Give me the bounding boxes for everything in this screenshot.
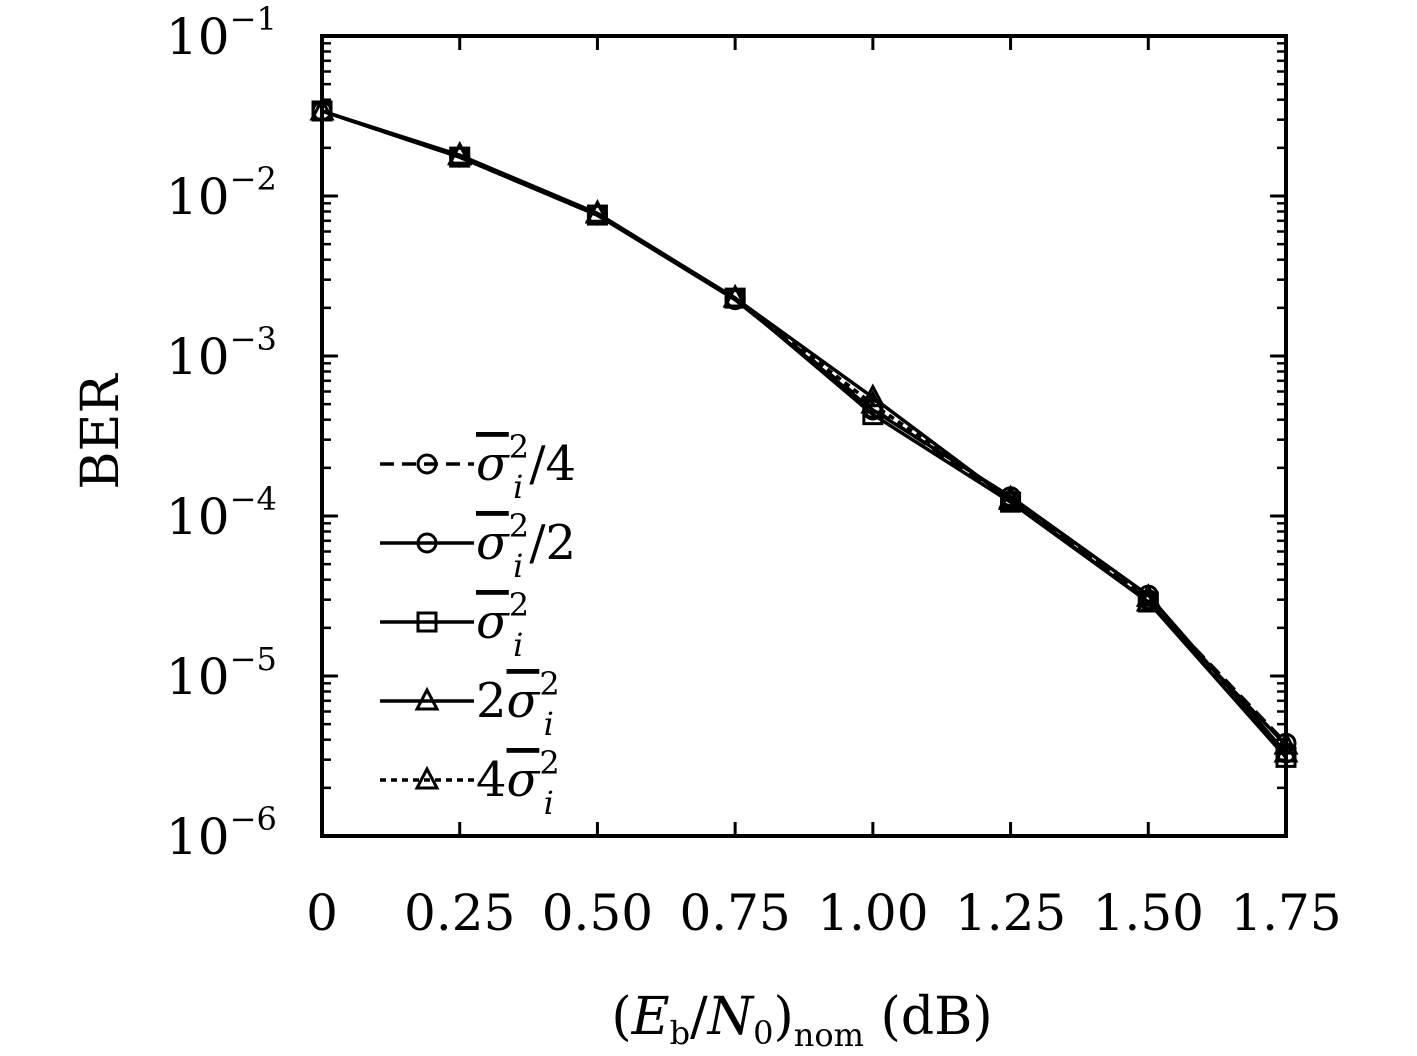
x-title-E-sub: b <box>670 1014 690 1052</box>
y-tick-exp: −1 <box>230 0 277 38</box>
plot-frame <box>320 34 1288 838</box>
legend-sub: i <box>513 626 523 664</box>
legend-marker <box>416 453 438 475</box>
series-3 <box>309 96 1299 755</box>
legend-marker <box>416 611 438 633</box>
x-tick-labels: 0 0.25 0.50 0.75 1.00 1.25 1.50 1.75 <box>306 884 1342 942</box>
x-tick-label: 1.00 <box>817 884 928 942</box>
y-tick-exp: −5 <box>230 640 277 678</box>
legend-suffix: /2 <box>529 515 576 571</box>
y-tick-base: 10 <box>166 488 230 546</box>
legend-entry: σ2 i/4 <box>380 428 576 506</box>
legend-marker <box>414 686 440 711</box>
y-tick-label: 10−6 <box>166 800 277 866</box>
legend-marker <box>414 765 440 790</box>
y-tick-exp: −4 <box>230 480 277 518</box>
x-axis-title: (Eb/N0)nom (dB) <box>611 987 992 1054</box>
legend-sup: 2 <box>509 428 529 466</box>
y-tick-label: 10−2 <box>166 160 277 226</box>
x-title-N: N <box>706 987 755 1047</box>
legend-label: σ2 i/4 <box>476 428 576 506</box>
data-point-triangle <box>860 389 886 414</box>
series-line <box>321 109 1288 747</box>
legend-sigma: σ <box>476 594 510 650</box>
data-point-triangle <box>584 199 610 224</box>
series-2 <box>311 100 1297 768</box>
x-title-nom: nom <box>794 1016 864 1054</box>
x-tick-label: 1.50 <box>1093 884 1204 942</box>
series-1 <box>311 100 1297 764</box>
x-title-open: ( <box>611 987 631 1047</box>
x-title-close: ) <box>774 987 794 1047</box>
y-tick-exp: −6 <box>230 800 277 838</box>
series-0 <box>311 100 1297 754</box>
legend-sub: i <box>513 468 523 506</box>
y-tick-base: 10 <box>166 168 230 226</box>
y-tick-labels: 10−110−210−310−410−510−6 <box>166 0 277 866</box>
legend-label: σ2 i <box>476 586 529 664</box>
series-4 <box>309 96 1299 763</box>
legend-suffix: /4 <box>529 436 576 492</box>
legend-entry: 2σ2 i <box>380 665 560 743</box>
x-tick-label: 0 <box>306 884 338 942</box>
legend-sigma: σ <box>476 436 510 492</box>
x-tick-label: 1.25 <box>955 884 1066 942</box>
legend-sub: i <box>544 705 554 743</box>
x-title-N-sub: 0 <box>753 1014 773 1052</box>
data-point-triangle <box>998 484 1024 509</box>
legend-label: σ2 i/2 <box>476 507 576 585</box>
legend-sup: 2 <box>539 744 559 782</box>
legend-sub: i <box>544 784 554 822</box>
y-tick-base: 10 <box>166 8 230 66</box>
data-point-triangle <box>722 283 748 308</box>
legend-sup: 2 <box>539 665 559 703</box>
series-layer <box>309 96 1299 768</box>
x-title-unit: (dB) <box>864 987 993 1047</box>
series-line <box>321 109 1288 755</box>
legend-entry: σ2 i <box>380 586 529 664</box>
y-tick-exp: −2 <box>230 160 277 198</box>
legend-marker <box>416 532 438 554</box>
legend-prefix: 4 <box>476 752 507 808</box>
y-tick-label: 10−4 <box>166 480 277 546</box>
legend-entry: σ2 i/2 <box>380 507 576 585</box>
y-axis-title: BER <box>71 372 131 489</box>
y-tick-base: 10 <box>166 328 230 386</box>
data-point-triangle <box>447 141 473 166</box>
legend-entry: 4σ2 i <box>380 744 560 822</box>
legend-label: 4σ2 i <box>476 744 560 822</box>
legend-sub: i <box>513 547 523 585</box>
legend-prefix: 2 <box>476 673 507 729</box>
y-tick-label: 10−5 <box>166 640 277 706</box>
series-line <box>321 109 1288 755</box>
legend-label: 2σ2 i <box>476 665 560 743</box>
series-line <box>321 109 1288 759</box>
y-tick-exp: −3 <box>230 320 277 358</box>
series-line <box>321 109 1288 745</box>
legend-sigma: σ <box>476 515 510 571</box>
x-tick-label: 1.75 <box>1230 884 1341 942</box>
x-tick-label: 0.25 <box>404 884 515 942</box>
x-title-E: E <box>631 987 670 1047</box>
x-tick-label: 0.75 <box>679 884 790 942</box>
y-tick-base: 10 <box>166 808 230 866</box>
data-point-triangle <box>1135 583 1161 607</box>
y-tick-base: 10 <box>166 648 230 706</box>
legend-sigma: σ <box>507 673 541 729</box>
legend-sigma: σ <box>507 752 541 808</box>
legend-sup: 2 <box>509 586 529 624</box>
legend-sup: 2 <box>509 507 529 545</box>
x-title-slash: / <box>690 987 708 1047</box>
y-tick-label: 10−3 <box>166 320 277 386</box>
x-tick-label: 0.50 <box>542 884 653 942</box>
y-tick-label: 10−1 <box>166 0 277 66</box>
